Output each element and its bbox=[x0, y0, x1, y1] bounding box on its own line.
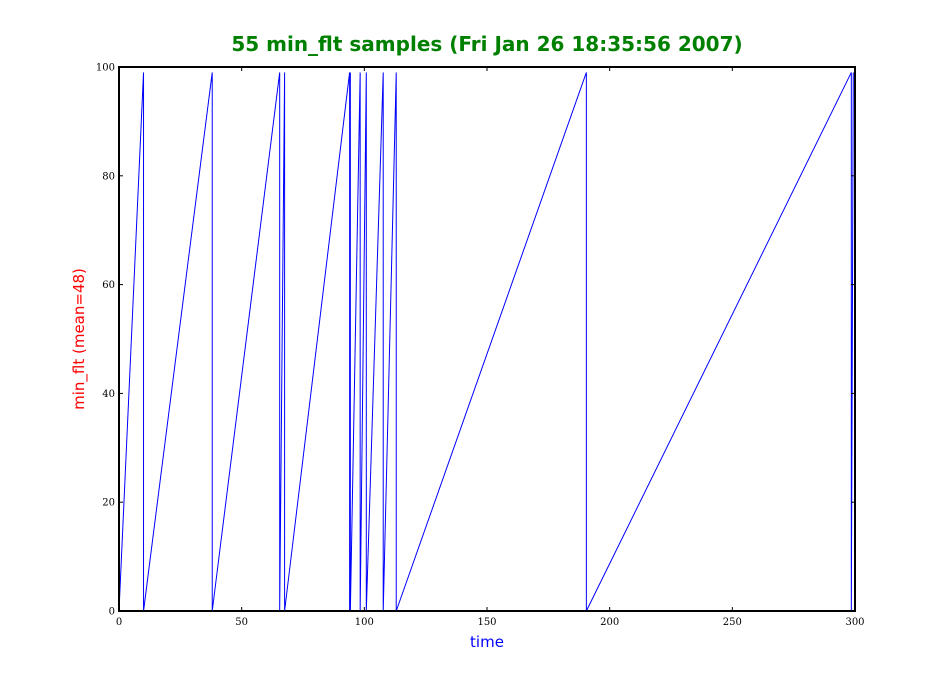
y-tick-label: 20 bbox=[102, 498, 115, 509]
y-axis-label: min_flt (mean=48) bbox=[70, 268, 89, 410]
chart-title: 55 min_flt samples (Fri Jan 26 18:35:56 … bbox=[231, 32, 742, 56]
x-tick-label: 300 bbox=[845, 617, 864, 628]
y-tick-label: 0 bbox=[109, 607, 115, 618]
y-tick-label: 80 bbox=[102, 171, 115, 182]
x-tick-label: 100 bbox=[355, 617, 374, 628]
y-tick-label: 100 bbox=[96, 63, 115, 74]
plot-frame bbox=[118, 66, 856, 612]
series-line-0 bbox=[118, 72, 854, 612]
x-tick-label: 250 bbox=[723, 617, 742, 628]
x-axis-label: time bbox=[470, 633, 504, 651]
plot-area: 0 50 100 150 200 250 300 0 20 40 60 80 100 bbox=[96, 63, 865, 629]
y-tick-label: 60 bbox=[102, 280, 115, 291]
x-tick-label: 50 bbox=[235, 617, 248, 628]
x-tick-label: 200 bbox=[600, 617, 619, 628]
x-tick-label: 150 bbox=[477, 617, 496, 628]
x-tick-label: 0 bbox=[116, 617, 122, 628]
y-tick-label: 40 bbox=[102, 389, 115, 400]
